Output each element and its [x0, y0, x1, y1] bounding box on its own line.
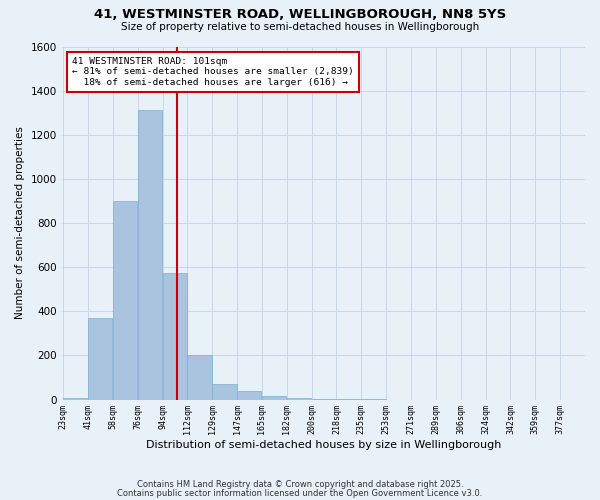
Text: 41, WESTMINSTER ROAD, WELLINGBOROUGH, NN8 5YS: 41, WESTMINSTER ROAD, WELLINGBOROUGH, NN…: [94, 8, 506, 20]
Bar: [63, 398, 88, 400]
Bar: [113, 201, 137, 400]
Bar: [187, 356, 212, 400]
Bar: [212, 384, 236, 400]
Bar: [137, 110, 162, 400]
X-axis label: Distribution of semi-detached houses by size in Wellingborough: Distribution of semi-detached houses by …: [146, 440, 501, 450]
Text: Contains HM Land Registry data © Crown copyright and database right 2025.: Contains HM Land Registry data © Crown c…: [137, 480, 463, 489]
Bar: [287, 398, 311, 400]
Bar: [88, 318, 112, 400]
Bar: [311, 398, 336, 400]
Text: Contains public sector information licensed under the Open Government Licence v3: Contains public sector information licen…: [118, 488, 482, 498]
Y-axis label: Number of semi-detached properties: Number of semi-detached properties: [15, 126, 25, 320]
Text: 41 WESTMINSTER ROAD: 101sqm
← 81% of semi-detached houses are smaller (2,839)
  : 41 WESTMINSTER ROAD: 101sqm ← 81% of sem…: [72, 57, 354, 87]
Text: Size of property relative to semi-detached houses in Wellingborough: Size of property relative to semi-detach…: [121, 22, 479, 32]
Bar: [262, 396, 286, 400]
Bar: [163, 272, 187, 400]
Bar: [237, 391, 262, 400]
